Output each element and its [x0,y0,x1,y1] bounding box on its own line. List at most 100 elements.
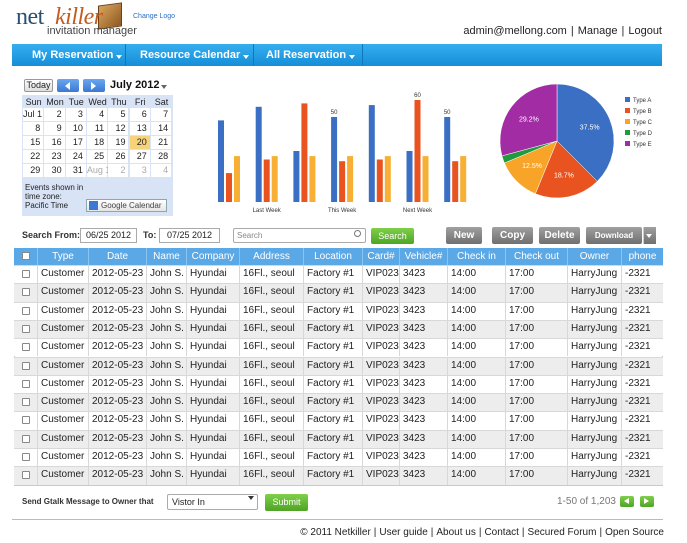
today-button[interactable]: Today [24,79,53,92]
row-checkbox[interactable] [22,398,30,407]
row-checkbox[interactable] [22,453,30,461]
footer-link[interactable]: Secured Forum [527,527,597,538]
calendar-day[interactable]: 5 [108,108,129,121]
calendar-day[interactable]: 23 [44,150,65,163]
calendar-day[interactable]: 16 [44,136,65,149]
calendar-day[interactable]: 3 [129,164,150,177]
logout-link[interactable]: Logout [628,25,662,37]
calendar-day[interactable]: 8 [23,122,44,135]
table-cell: 14:00 [447,338,505,357]
table-cell: VIP023 [362,411,399,430]
row-checkbox[interactable] [22,324,30,333]
toolbar-button[interactable]: Download [586,227,642,244]
calendar-day[interactable]: 20 [129,136,150,149]
column-header: Vehicle# [399,248,447,265]
manage-link[interactable]: Manage [577,25,618,37]
row-checkbox[interactable] [22,252,30,260]
table-cell: -2321 [621,374,663,394]
table-cell: Hyundai [186,411,239,430]
table-cell: HarryJung [567,448,621,467]
calendar-day[interactable]: 18 [86,136,108,149]
table-cell: 16Fl., seoul [239,448,303,467]
table-row [14,356,663,375]
calendar-day[interactable]: 28 [150,150,172,163]
calendar-day[interactable]: 27 [129,150,150,163]
row-checkbox[interactable] [22,343,30,352]
footer-link[interactable]: About us [436,527,476,538]
calendar-day[interactable]: Aug 1 [86,164,111,177]
calendar-day[interactable]: 7 [150,108,172,121]
footer-link[interactable]: Open Source [605,527,664,538]
row-checkbox[interactable] [22,306,30,315]
toolbar-button[interactable]: Delete [539,227,580,244]
change-logo-link[interactable]: Change Logo [133,13,176,20]
row-checkbox[interactable] [22,434,30,443]
separator: | [599,527,603,538]
calendar-day[interactable]: 11 [86,122,108,135]
table-cell: -2321 [621,265,663,284]
nav-item[interactable]: My Reservation [32,49,114,61]
bar [271,156,278,202]
table-cell: 17:00 [505,319,567,339]
table-row [14,374,663,394]
table-cell: Customer [37,429,88,448]
table-cell: 3423 [399,301,447,320]
calendar-day[interactable]: 21 [150,136,172,149]
column-header: Check in [447,248,505,265]
calendar-day[interactable]: 19 [108,136,129,149]
table-cell: 17:00 [505,448,567,467]
table-row [14,283,663,302]
row-checkbox[interactable] [22,379,30,388]
row-checkbox[interactable] [22,288,30,297]
calendar-day[interactable]: 30 [44,164,65,177]
submit-button[interactable]: Submit [265,494,308,511]
toolbar-button[interactable]: Copy [492,227,533,244]
google-calendar-button[interactable]: Google Calendar [86,199,167,212]
calendar-day[interactable]: 2 [44,108,65,121]
row-checkbox[interactable] [22,416,30,425]
to-date-input[interactable]: 07/25 2012 [159,228,220,243]
calendar-day[interactable]: 17 [65,136,86,149]
pie-slice [499,83,558,157]
calendar-day[interactable]: 10 [65,122,86,135]
footer-link[interactable]: Contact [484,527,519,538]
arrow-icon [624,498,629,504]
calendar-day[interactable]: 14 [150,122,172,135]
row-checkbox[interactable] [22,361,30,370]
calendar-day[interactable]: 25 [86,150,108,163]
calendar-day[interactable]: 2 [108,164,129,177]
calendar-day[interactable]: 24 [65,150,86,163]
row-checkbox[interactable] [22,471,30,480]
table-cell: 2012-05-23 [88,466,146,485]
search-button[interactable]: Search [371,228,414,244]
calendar-day[interactable]: 4 [86,108,108,121]
bar [331,117,338,202]
calendar-day[interactable]: 4 [150,164,172,177]
calendar-day[interactable]: 31 [65,164,86,177]
calendar-day[interactable]: 6 [129,108,150,121]
table-cell: 17:00 [505,265,567,284]
bar [384,156,391,202]
calendar-day[interactable]: 3 [65,108,86,121]
footer-link[interactable]: User guide [379,527,428,538]
pie-slice [504,140,558,195]
toolbar-button[interactable]: New [446,227,482,244]
status-select[interactable]: Vistor In [167,494,258,510]
calendar-day[interactable]: 9 [44,122,65,135]
search-input[interactable]: Search [233,228,366,243]
nav-item[interactable]: Resource Calendar [140,49,241,61]
calendar-day[interactable]: 15 [23,136,44,149]
from-date-input[interactable]: 06/25 2012 [80,228,137,243]
nav-item[interactable]: All Reservation [266,49,347,61]
calendar-day[interactable]: Jul 1 [23,108,44,121]
table-row [14,429,663,448]
row-checkbox[interactable] [22,270,30,278]
calendar-day[interactable]: 22 [23,150,44,163]
calendar-day[interactable]: 13 [129,122,150,135]
calendar-day[interactable]: 26 [108,150,129,163]
calendar-day[interactable]: 12 [108,122,129,135]
table-cell: Customer [37,265,88,284]
calendar-day[interactable]: 29 [23,164,44,177]
dropdown-arrow [161,85,167,89]
column-header: Card# [362,248,399,265]
